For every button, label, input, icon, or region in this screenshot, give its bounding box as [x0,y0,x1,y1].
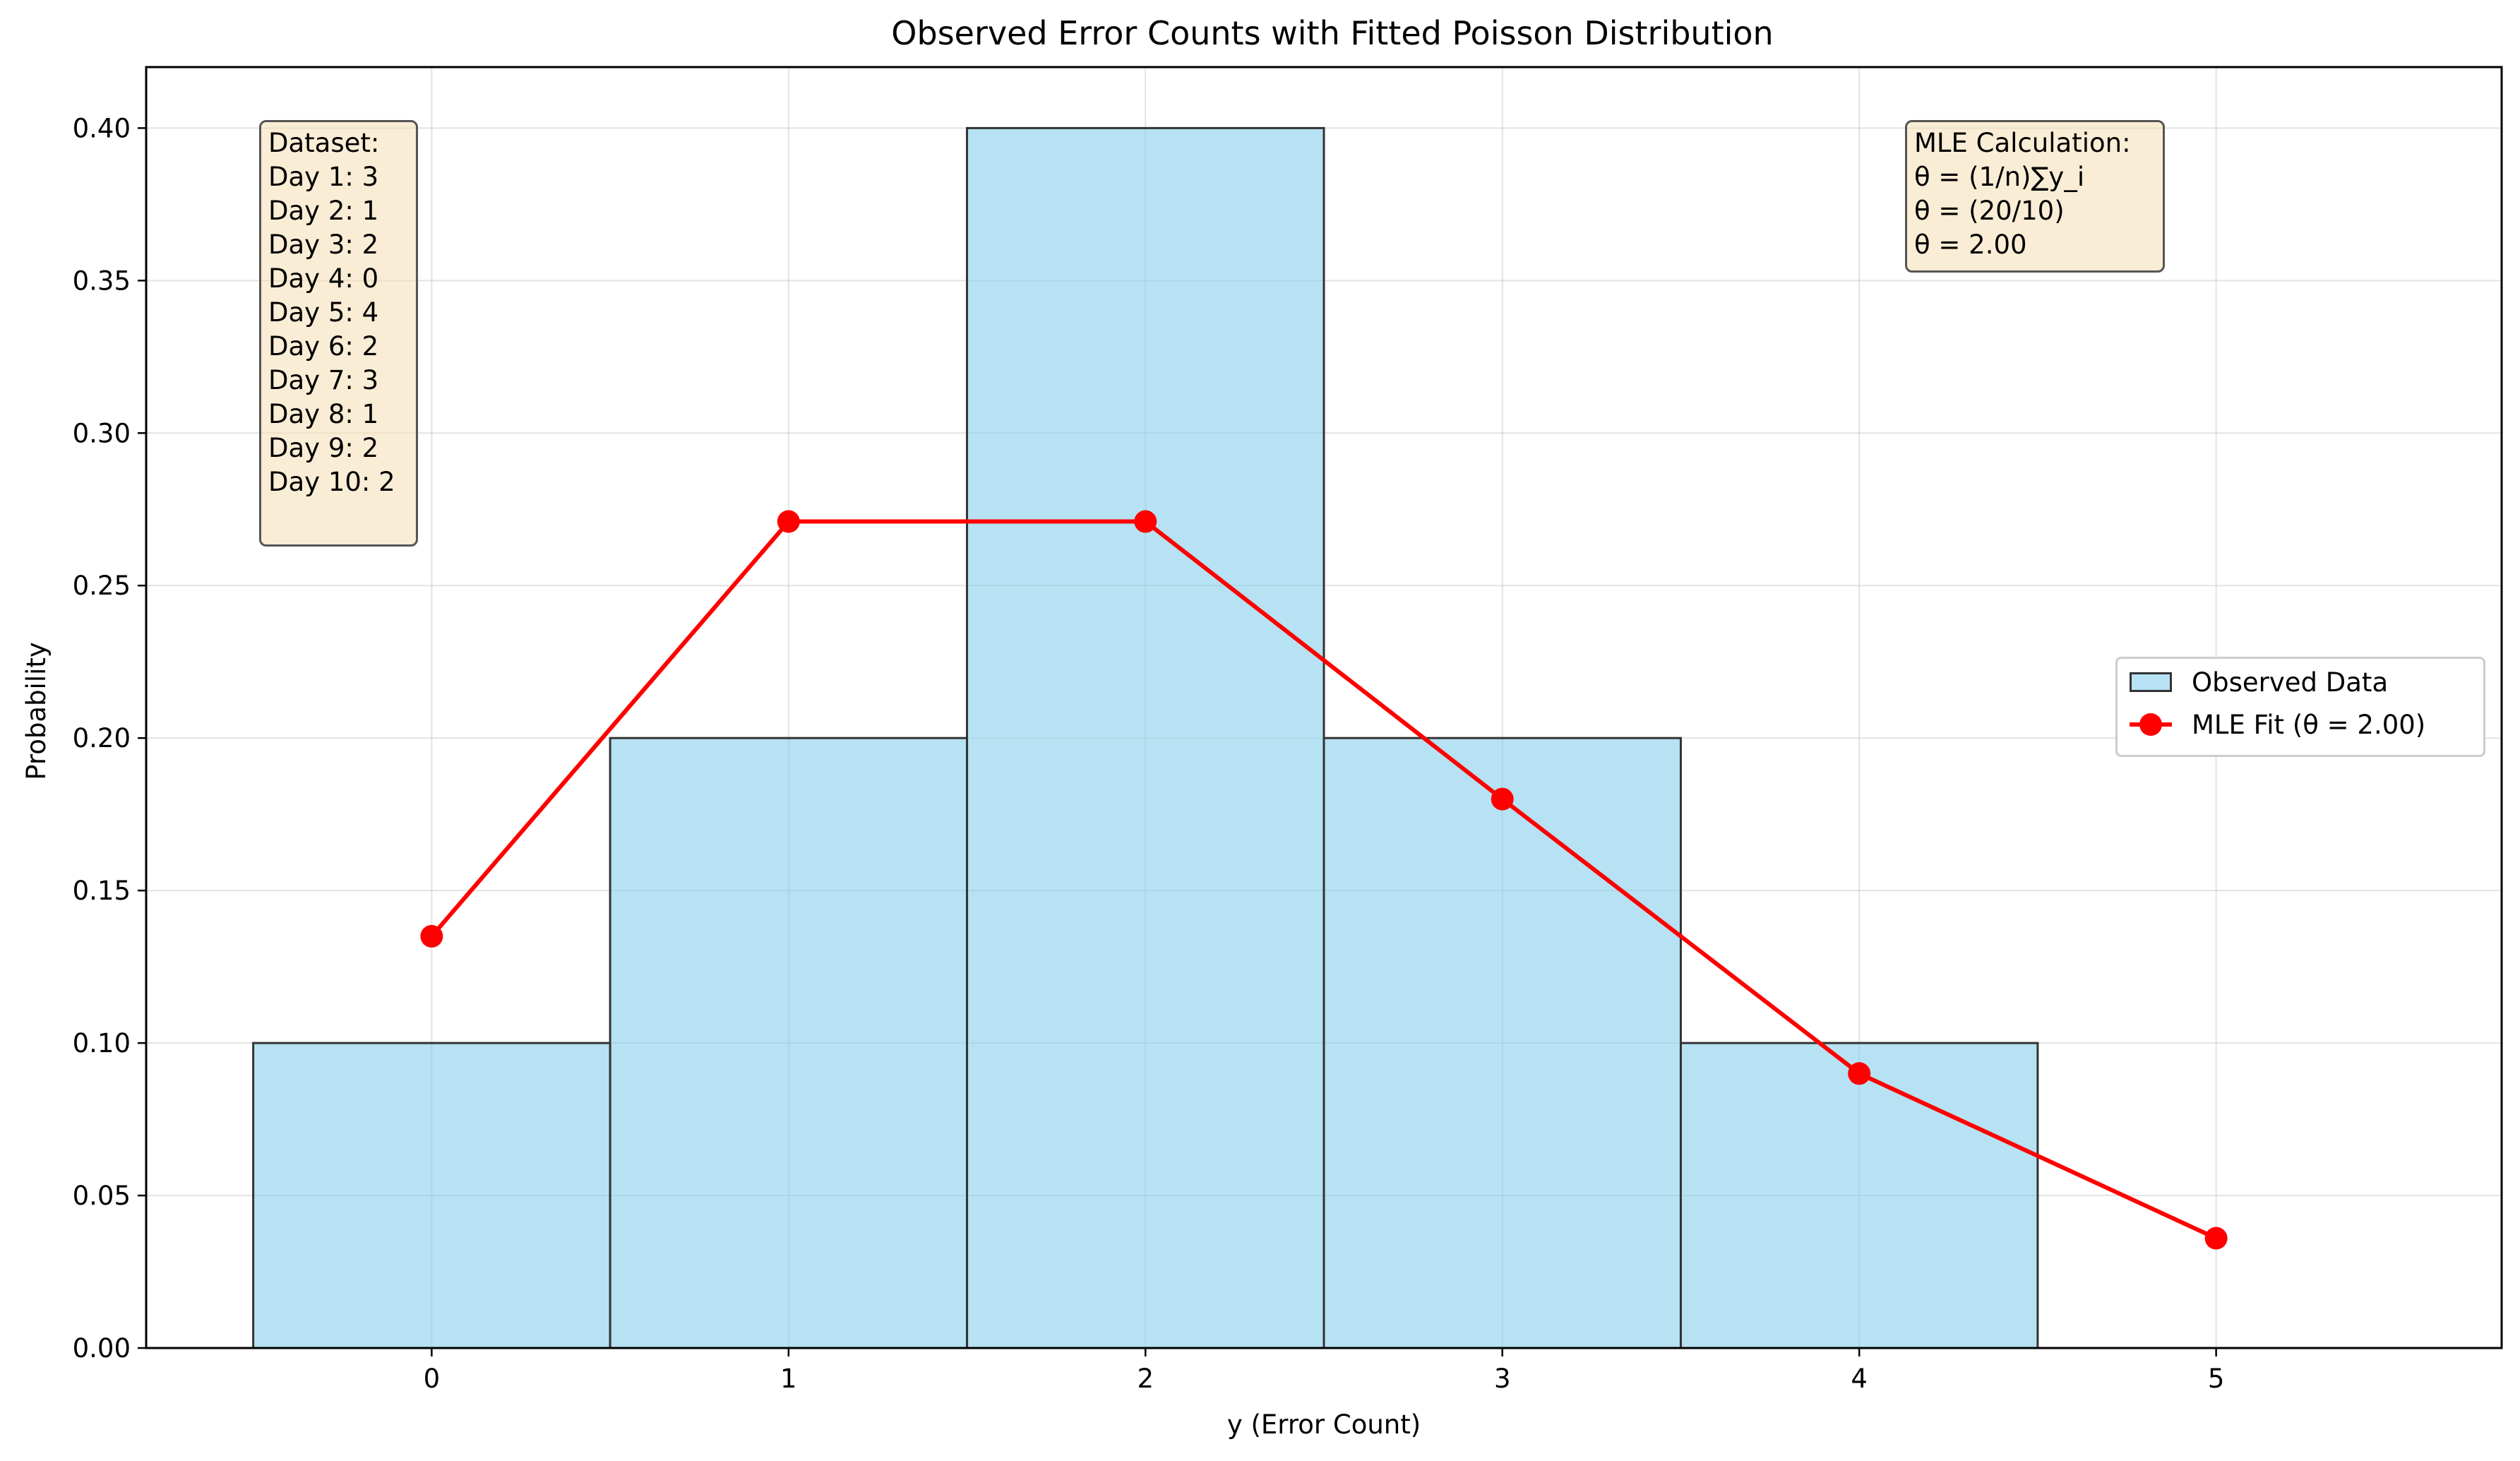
mle-calculation-line: MLE Calculation: [1914,128,2131,158]
legend-item-mle-fit: MLE Fit (θ = 2.00) [2118,707,2425,742]
mle-calculation-line: θ = 2.00 [1914,229,2027,260]
dataset-line: Day 9: 2 [268,433,379,463]
y-tick-label: 0.25 [73,571,131,601]
dataset-line: Day 2: 1 [268,196,379,226]
dataset-line: Day 1: 3 [268,162,379,192]
mle-fit-point-5 [2204,1227,2228,1250]
dataset-line: Day 5: 4 [268,297,379,328]
mle-fit-point-1 [777,510,800,533]
dataset-line: Day 6: 2 [268,331,379,362]
y-tick-label: 0.05 [73,1181,131,1211]
y-axis-ticks: 0.00 0.05 0.10 0.15 0.20 0.25 0.30 0.35 0.40 [73,113,146,1364]
x-tick-label: 4 [1851,1364,1868,1394]
y-tick-label: 0.00 [73,1333,131,1364]
dataset-line: Dataset: [268,128,380,158]
legend: Observed Data MLE Fit (θ = 2.00) [2115,657,2485,757]
x-tick-label: 2 [1137,1364,1154,1394]
bar-4 [1679,1042,2039,1349]
mle-fit-point-3 [1491,787,1514,811]
dataset-line: Day 8: 1 [268,399,379,429]
bar-swatch [2130,672,2172,692]
dataset-line: Day 4: 0 [268,263,379,294]
y-tick-label: 0.10 [73,1028,131,1059]
bar-series [252,126,2039,1349]
mle-calculation-line: θ = (1/n)∑y_i [1914,162,2085,192]
x-tick-label: 1 [780,1364,797,1394]
dataset-line: Day 3: 2 [268,229,379,260]
bar-0 [252,1042,611,1349]
chart-title: Observed Error Counts with Fitted Poisso… [891,14,1773,52]
legend-label-mle-fit: MLE Fit (θ = 2.00) [2192,709,2426,740]
x-axis-label: y (Error Count) [1227,1409,1421,1440]
mle-fit-point-2 [1134,510,1157,533]
y-tick-label: 0.35 [73,266,131,296]
mle-calculation-annotation: MLE Calculation: θ = (1/n)∑y_i θ = (20/10)… [1905,120,2165,273]
y-tick-label: 0.40 [73,113,131,143]
bar-2 [966,126,1325,1349]
bar-1 [609,737,969,1349]
plot-frame [145,66,2503,1349]
y-tick-label: 0.20 [73,723,131,753]
dataset-line: Day 10: 2 [268,467,395,497]
bar-3 [1322,737,1682,1349]
legend-item-observed: Observed Data [2118,664,2388,700]
y-tick-label: 0.15 [73,876,131,906]
x-axis-ticks: 0 1 2 3 4 5 [424,1348,2225,1394]
mle-fit-line [430,519,2217,1241]
line-marker-swatch [2130,710,2172,739]
y-tick-label: 0.30 [73,418,131,448]
x-tick-label: 5 [2208,1364,2225,1394]
x-tick-label: 3 [1494,1364,1511,1394]
fit-line-series [420,510,2228,1250]
dataset-annotation: Dataset: Day 1: 3 Day 2: 1 Day 3: 2 Day 4: 0… [259,120,418,547]
legend-label-observed: Observed Data [2192,667,2389,698]
mle-fit-point-4 [1848,1062,1871,1085]
x-tick-label: 0 [424,1364,441,1394]
y-axis-label: Probability [21,642,52,780]
mle-fit-point-0 [420,924,443,948]
mle-calculation-line: θ = (20/10) [1914,196,2065,226]
dataset-line: Day 7: 3 [268,365,379,395]
